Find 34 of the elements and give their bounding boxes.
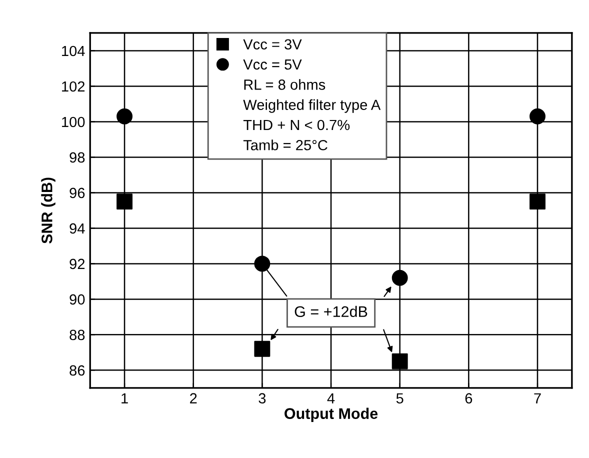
point — [530, 108, 546, 124]
y-tick-label: 102 — [62, 81, 85, 92]
y-tick-label: 100 — [62, 116, 85, 128]
y-tick-label: 88 — [70, 330, 85, 340]
legend-label: Vcc = 5V — [243, 60, 302, 70]
point — [530, 194, 546, 210]
annotation: RL = 8 ohms — [244, 79, 326, 90]
y-tick-label: 86 — [70, 365, 85, 376]
point — [392, 353, 408, 370]
y-axis-title: SNR (dB) — [41, 178, 56, 244]
x-tick-label: 6 — [465, 393, 472, 404]
legend-label: Vcc = 3V — [243, 39, 302, 50]
point — [116, 108, 133, 124]
annotation: G = +12dB — [294, 306, 368, 318]
y-tick-label: 104 — [62, 46, 85, 56]
annotation: Weighted filter type A — [243, 99, 381, 113]
x-tick-label: 7 — [534, 393, 541, 404]
y-tick-label: 94 — [70, 223, 85, 234]
x-tick-label: 3 — [258, 393, 266, 404]
y-tick-label: 96 — [70, 188, 85, 198]
point — [254, 340, 270, 357]
point — [392, 270, 408, 286]
annotation: THD + N < 0.7% — [243, 120, 350, 130]
annotation: Tamb = 25°C — [243, 140, 328, 150]
point — [116, 194, 133, 210]
x-tick-label: 5 — [396, 393, 404, 404]
x-axis-title: Output Mode — [284, 408, 378, 422]
point — [254, 256, 270, 272]
x-tick-label: 1 — [122, 393, 128, 404]
x-tick-label: 4 — [327, 393, 335, 404]
y-tick-label: 90 — [70, 294, 85, 305]
y-tick-label: 98 — [70, 152, 85, 163]
y-tick-label: 92 — [70, 258, 85, 270]
x-tick-label: 2 — [190, 393, 197, 404]
